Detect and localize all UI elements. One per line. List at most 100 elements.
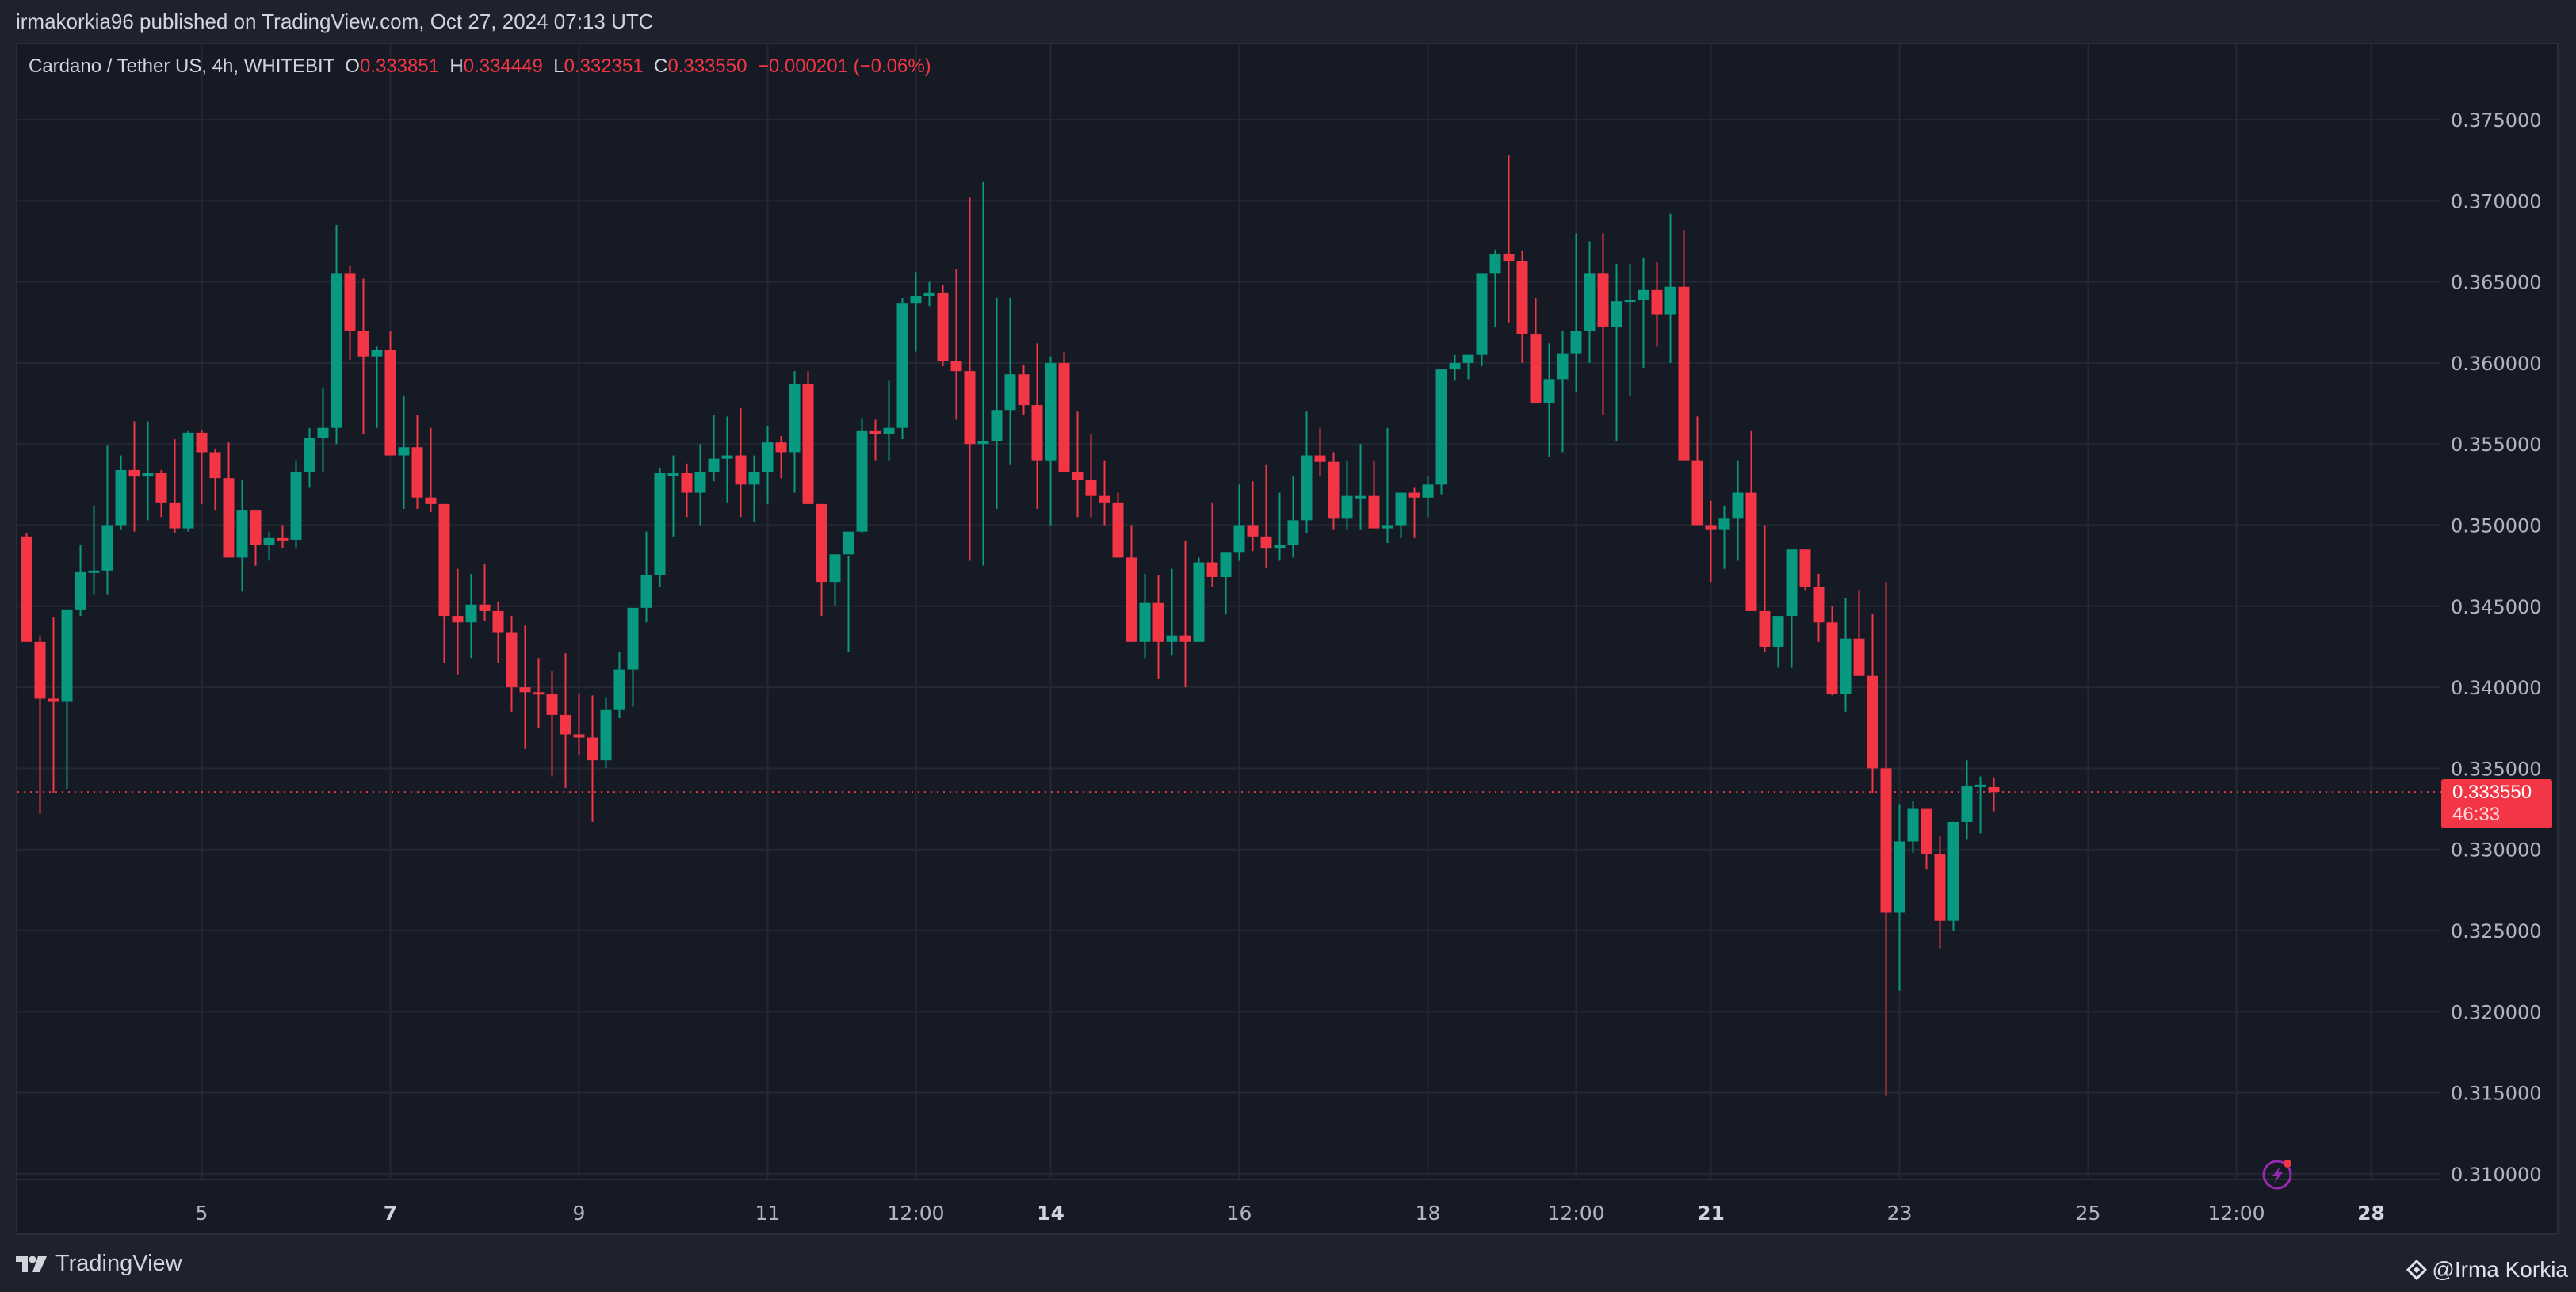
candle[interactable] — [115, 455, 127, 530]
candle[interactable] — [465, 573, 477, 659]
candle[interactable] — [142, 421, 154, 521]
candle[interactable] — [1341, 460, 1353, 530]
candle[interactable] — [1813, 573, 1825, 642]
candle[interactable] — [869, 419, 881, 461]
candle[interactable] — [1584, 241, 1596, 363]
candle[interactable] — [1894, 804, 1905, 991]
candle[interactable] — [587, 695, 598, 822]
candle[interactable] — [182, 430, 194, 532]
candle[interactable] — [371, 346, 383, 428]
candle[interactable] — [492, 601, 504, 663]
candle[interactable] — [479, 564, 491, 621]
candle[interactable] — [438, 503, 450, 663]
candle[interactable] — [101, 445, 113, 595]
candle[interactable] — [1489, 249, 1501, 327]
candle[interactable] — [977, 181, 989, 566]
candle[interactable] — [128, 421, 140, 532]
candle[interactable] — [1691, 416, 1703, 526]
candle[interactable] — [762, 426, 774, 504]
candle[interactable] — [1664, 213, 1676, 363]
candle[interactable] — [735, 408, 747, 518]
candle[interactable] — [1476, 273, 1488, 366]
candle[interactable] — [627, 607, 639, 707]
candle[interactable] — [1718, 505, 1730, 569]
candle[interactable] — [654, 468, 666, 587]
candle[interactable] — [250, 510, 262, 566]
candle[interactable] — [1503, 155, 1515, 323]
candle[interactable] — [1947, 821, 1959, 931]
candle[interactable] — [1611, 264, 1622, 441]
candle[interactable] — [964, 197, 976, 561]
tradingview-logo[interactable]: TradingView — [16, 1251, 182, 1277]
candle[interactable] — [896, 298, 908, 440]
candle[interactable] — [1422, 476, 1434, 518]
candle[interactable] — [411, 415, 423, 510]
candle[interactable] — [398, 395, 410, 510]
candle[interactable] — [1408, 487, 1420, 538]
candle[interactable] — [223, 442, 235, 558]
candle[interactable] — [1921, 808, 1932, 870]
lightning-icon[interactable] — [2261, 1155, 2297, 1191]
candle[interactable] — [1907, 801, 1919, 853]
candle[interactable] — [357, 278, 369, 434]
candle[interactable] — [1449, 354, 1461, 381]
candle[interactable] — [613, 652, 625, 718]
candle[interactable] — [1516, 250, 1528, 363]
candle[interactable] — [600, 697, 612, 769]
candle[interactable] — [1557, 330, 1569, 453]
candle[interactable] — [155, 469, 167, 518]
candle[interactable] — [1382, 427, 1393, 544]
candlestick-chart[interactable]: 0.375000 0.370000 0.365000 0.360000 0.355000… — [17, 44, 2557, 1233]
candle[interactable] — [1179, 541, 1191, 688]
candle[interactable] — [1328, 452, 1340, 530]
candle[interactable] — [384, 330, 396, 456]
candle[interactable] — [1314, 427, 1326, 477]
candle[interactable] — [533, 658, 545, 728]
candle[interactable] — [1705, 500, 1717, 583]
candle[interactable] — [1853, 590, 1865, 676]
candle[interactable] — [1301, 411, 1313, 533]
candle[interactable] — [61, 609, 73, 789]
candle[interactable] — [1072, 411, 1084, 518]
candle[interactable] — [1786, 549, 1798, 668]
candle[interactable] — [1638, 257, 1649, 369]
candle[interactable] — [950, 269, 962, 420]
candle[interactable] — [506, 616, 518, 712]
candle[interactable] — [708, 415, 720, 482]
candle[interactable] — [640, 531, 652, 623]
candle[interactable] — [1934, 836, 1946, 949]
candle[interactable] — [721, 416, 733, 503]
candle[interactable] — [1799, 549, 1811, 591]
candle[interactable] — [1840, 598, 1852, 712]
candle[interactable] — [1395, 492, 1407, 538]
candle[interactable] — [1126, 525, 1137, 642]
candle[interactable] — [1018, 364, 1030, 415]
candle[interactable] — [1152, 575, 1164, 679]
candle[interactable] — [1462, 354, 1474, 380]
candle[interactable] — [1732, 460, 1744, 561]
candle[interactable] — [34, 635, 46, 814]
candle[interactable] — [21, 533, 32, 642]
candle[interactable] — [1570, 233, 1582, 392]
candle[interactable] — [1624, 264, 1636, 396]
candle[interactable] — [1651, 262, 1663, 347]
candle[interactable] — [1530, 298, 1542, 404]
candle[interactable] — [236, 480, 248, 592]
candle[interactable] — [546, 671, 558, 777]
candle[interactable] — [48, 617, 59, 793]
candle[interactable] — [816, 503, 827, 617]
candle[interactable] — [1961, 760, 1973, 840]
candle[interactable] — [317, 387, 329, 472]
candle[interactable] — [263, 531, 275, 561]
candle[interactable] — [1745, 430, 1757, 611]
candle[interactable] — [1220, 552, 1232, 615]
candle[interactable] — [277, 525, 289, 549]
candle[interactable] — [856, 418, 868, 533]
candle[interactable] — [1597, 233, 1609, 415]
candle[interactable] — [1099, 460, 1110, 526]
candle[interactable] — [290, 460, 302, 549]
candle[interactable] — [344, 266, 356, 360]
candle[interactable] — [910, 272, 922, 352]
candle[interactable] — [1166, 568, 1178, 656]
candle[interactable] — [304, 427, 315, 488]
